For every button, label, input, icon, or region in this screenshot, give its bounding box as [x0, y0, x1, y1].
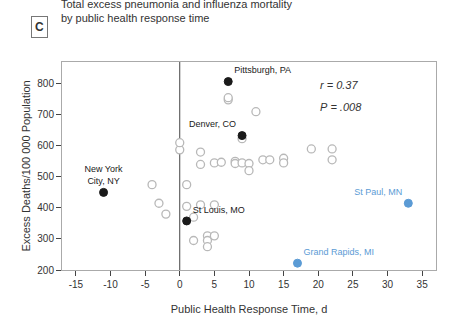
- svg-text:New YorkCity, NY: New YorkCity, NY: [85, 164, 124, 186]
- svg-text:500: 500: [37, 171, 54, 182]
- svg-text:300: 300: [37, 233, 54, 244]
- svg-text:P = .008: P = .008: [320, 101, 362, 113]
- svg-text:-10: -10: [103, 279, 118, 290]
- svg-text:600: 600: [37, 140, 54, 151]
- svg-text:10: 10: [243, 279, 255, 290]
- svg-text:5: 5: [212, 279, 218, 290]
- svg-text:30: 30: [382, 279, 394, 290]
- svg-text:35: 35: [417, 279, 429, 290]
- svg-text:r = 0.37: r = 0.37: [320, 79, 358, 91]
- svg-text:St Louis, MO: St Louis, MO: [193, 205, 245, 215]
- svg-text:-5: -5: [141, 279, 150, 290]
- svg-text:25: 25: [347, 279, 359, 290]
- svg-text:400: 400: [37, 202, 54, 213]
- svg-text:15: 15: [278, 279, 290, 290]
- svg-text:700: 700: [37, 109, 54, 120]
- svg-text:Public Health Response Time, d: Public Health Response Time, d: [171, 303, 328, 315]
- svg-text:-15: -15: [69, 279, 84, 290]
- svg-text:20: 20: [313, 279, 325, 290]
- svg-text:800: 800: [37, 78, 54, 89]
- svg-text:200: 200: [37, 265, 54, 276]
- svg-text:C: C: [35, 20, 44, 34]
- svg-text:Excess Deaths/100 000 Populati: Excess Deaths/100 000 Population: [20, 80, 32, 251]
- svg-text:Grand Rapids, MI: Grand Rapids, MI: [303, 247, 374, 257]
- svg-text:Total excess pneumonia and inf: Total excess pneumonia and influenza mor…: [61, 0, 293, 24]
- svg-text:0: 0: [177, 279, 183, 290]
- svg-text:St Paul, MN: St Paul, MN: [354, 187, 402, 197]
- svg-text:Denver, CO: Denver, CO: [189, 119, 236, 129]
- svg-text:Pittsburgh, PA: Pittsburgh, PA: [234, 65, 291, 75]
